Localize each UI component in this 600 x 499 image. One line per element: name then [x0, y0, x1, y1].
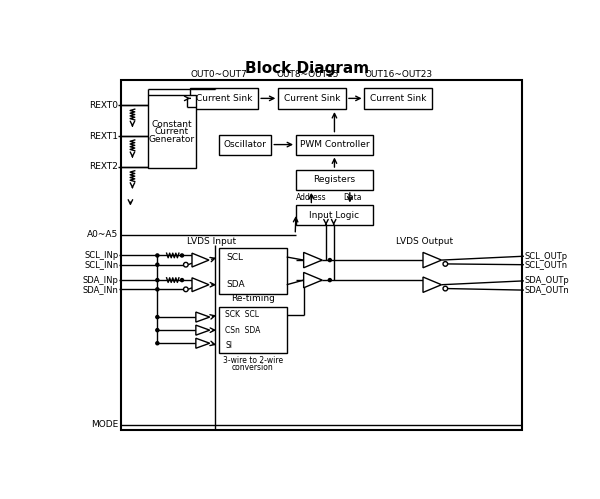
Circle shape	[328, 258, 331, 261]
Circle shape	[156, 342, 159, 345]
Polygon shape	[423, 277, 442, 292]
Text: SCL_INn: SCL_INn	[85, 260, 119, 269]
Circle shape	[328, 278, 331, 281]
Circle shape	[443, 286, 448, 291]
Polygon shape	[196, 325, 210, 335]
Circle shape	[156, 329, 159, 332]
Circle shape	[156, 254, 159, 257]
Text: OUT0~OUT7: OUT0~OUT7	[191, 70, 247, 79]
Text: SCL_OUTp: SCL_OUTp	[524, 251, 568, 261]
Text: SDA_OUTn: SDA_OUTn	[524, 285, 569, 294]
Text: Re-timing: Re-timing	[231, 294, 275, 303]
Bar	[121, 80, 521, 430]
Text: Oscillator: Oscillator	[224, 140, 266, 149]
Text: Current: Current	[155, 127, 189, 136]
Bar	[219, 248, 287, 294]
Text: Registers: Registers	[313, 176, 356, 185]
Text: MODE: MODE	[91, 420, 118, 429]
Bar	[148, 95, 196, 169]
Text: PWM Controller: PWM Controller	[299, 140, 369, 149]
Text: SI: SI	[225, 341, 232, 350]
Text: Constant: Constant	[152, 120, 192, 129]
Text: OUT8~OUT15: OUT8~OUT15	[276, 70, 339, 79]
Text: SDA_OUTp: SDA_OUTp	[524, 276, 569, 285]
Text: LVDS Input: LVDS Input	[187, 237, 236, 246]
Bar	[190, 88, 258, 109]
Bar	[219, 307, 287, 353]
Text: LVDS Output: LVDS Output	[396, 237, 453, 246]
Text: REXT0: REXT0	[89, 101, 118, 110]
Bar	[296, 206, 373, 226]
Text: SCK  SCL: SCK SCL	[225, 310, 259, 319]
Text: SDA_INn: SDA_INn	[83, 285, 119, 294]
Polygon shape	[192, 253, 209, 267]
Circle shape	[156, 288, 159, 291]
Bar	[296, 135, 373, 155]
Text: 3-wire to 2-wire: 3-wire to 2-wire	[223, 356, 283, 365]
Circle shape	[156, 263, 159, 266]
Circle shape	[443, 261, 448, 266]
Text: Current Sink: Current Sink	[370, 94, 427, 103]
Circle shape	[181, 278, 184, 281]
Bar	[278, 88, 346, 109]
Circle shape	[184, 262, 188, 267]
Text: SDA_INp: SDA_INp	[83, 275, 119, 284]
Polygon shape	[196, 338, 210, 348]
Text: CSn  SDA: CSn SDA	[225, 326, 260, 335]
Polygon shape	[304, 252, 322, 268]
Polygon shape	[192, 278, 209, 291]
Circle shape	[156, 315, 159, 318]
Text: OUT16~OUT23: OUT16~OUT23	[364, 70, 433, 79]
Circle shape	[181, 254, 184, 257]
Text: A0~A5: A0~A5	[87, 230, 118, 239]
Polygon shape	[423, 252, 442, 268]
Bar	[364, 88, 432, 109]
Text: conversion: conversion	[232, 363, 274, 372]
Text: SDA: SDA	[227, 280, 245, 289]
Polygon shape	[196, 312, 210, 322]
Circle shape	[156, 278, 159, 281]
Text: SCL_INp: SCL_INp	[85, 251, 119, 260]
Text: Input Logic: Input Logic	[310, 211, 359, 220]
Text: Current Sink: Current Sink	[196, 94, 253, 103]
Text: SCL: SCL	[227, 252, 244, 261]
Text: Address: Address	[296, 193, 326, 202]
Text: Current Sink: Current Sink	[284, 94, 340, 103]
Bar	[219, 135, 271, 155]
Text: REXT2: REXT2	[89, 162, 118, 172]
Text: Block Diagram: Block Diagram	[245, 61, 370, 76]
Polygon shape	[304, 272, 322, 288]
Bar	[296, 170, 373, 190]
Text: Data: Data	[344, 193, 362, 202]
Text: SCL_OUTn: SCL_OUTn	[524, 260, 568, 269]
Circle shape	[184, 287, 188, 291]
Text: REXT1: REXT1	[89, 132, 118, 141]
Text: Generator: Generator	[149, 135, 195, 144]
